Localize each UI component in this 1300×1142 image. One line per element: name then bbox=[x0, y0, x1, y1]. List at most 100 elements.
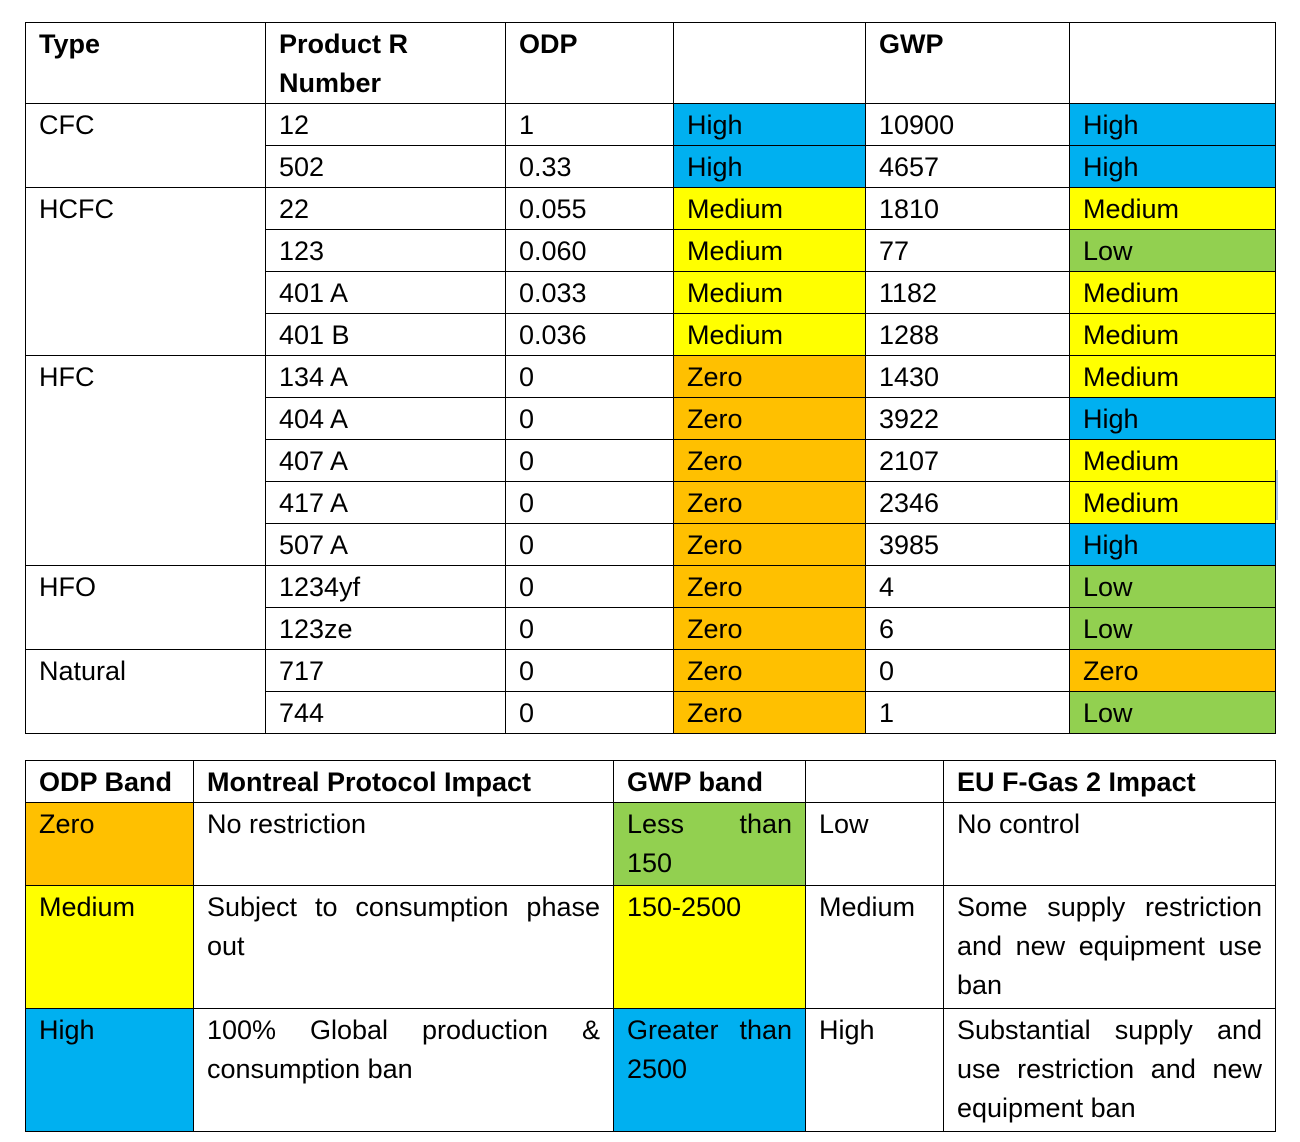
gwp-cell: 1288 bbox=[865, 313, 1070, 356]
gwp-cell: 10900 bbox=[865, 103, 1070, 146]
gwp-cell: 1430 bbox=[865, 355, 1070, 398]
legend-table: ODP Band Montreal Protocol Impact GWP ba… bbox=[25, 760, 1276, 1132]
odp-band-cell: Zero bbox=[673, 565, 866, 608]
gwp-band-cell: Medium bbox=[1069, 313, 1276, 356]
legend-header-row: ODP Band Montreal Protocol Impact GWP ba… bbox=[25, 760, 1276, 803]
legend-montreal-cell: Subject to consumption phase out bbox=[193, 885, 614, 1009]
legend-gwp-band-cell: 150-2500 bbox=[613, 885, 806, 1009]
legend-eu-cell: Substantial supply and use restriction a… bbox=[943, 1008, 1276, 1132]
odp-cell: 0 bbox=[505, 355, 674, 398]
product-cell: 507 A bbox=[265, 523, 506, 566]
type-cell bbox=[25, 397, 266, 440]
odp-cell: 0.055 bbox=[505, 187, 674, 230]
gwp-cell: 77 bbox=[865, 229, 1070, 272]
odp-cell: 0 bbox=[505, 397, 674, 440]
gwp-band-cell: Low bbox=[1069, 229, 1276, 272]
type-cell: Natural bbox=[25, 649, 266, 692]
legend-odp-band-cell: Zero bbox=[25, 802, 194, 886]
odp-band-cell: Zero bbox=[673, 481, 866, 524]
odp-cell: 0 bbox=[505, 691, 674, 734]
product-cell: 123ze bbox=[265, 607, 506, 650]
table-row: 123 0.060 Medium 77 Low bbox=[25, 229, 1276, 272]
type-cell bbox=[25, 271, 266, 314]
legend-header-gwp-band: GWP band bbox=[613, 760, 806, 803]
legend-level-cell: Medium bbox=[805, 885, 944, 1009]
type-cell bbox=[25, 313, 266, 356]
legend-level-cell: Low bbox=[805, 802, 944, 886]
gwp-cell: 1810 bbox=[865, 187, 1070, 230]
odp-band-cell: High bbox=[673, 103, 866, 146]
legend-eu-cell: No control bbox=[943, 802, 1276, 886]
gwp-band-cell: Zero bbox=[1069, 649, 1276, 692]
type-cell bbox=[25, 145, 266, 188]
odp-cell: 0.036 bbox=[505, 313, 674, 356]
odp-band-cell: Medium bbox=[673, 271, 866, 314]
type-cell: HFC bbox=[25, 355, 266, 398]
gwp-band-cell: Low bbox=[1069, 565, 1276, 608]
gwp-band-cell: High bbox=[1069, 103, 1276, 146]
legend-row: Medium Subject to consumption phase out 15… bbox=[25, 885, 1276, 1009]
table-row: CFC 12 1 High 10900 High bbox=[25, 103, 1276, 146]
odp-band-cell: Medium bbox=[673, 187, 866, 230]
gwp-cell: 1182 bbox=[865, 271, 1070, 314]
header-product: Product R Number bbox=[265, 22, 506, 104]
product-cell: 404 A bbox=[265, 397, 506, 440]
gwp-cell: 3922 bbox=[865, 397, 1070, 440]
type-cell bbox=[25, 523, 266, 566]
table-row: HFO 1234yf 0 Zero 4 Low bbox=[25, 565, 1276, 608]
product-cell: 22 bbox=[265, 187, 506, 230]
table-row: 502 0.33 High 4657 High bbox=[25, 145, 1276, 188]
header-type: Type bbox=[25, 22, 266, 104]
legend-gwp-band-cell: Less than 150 bbox=[613, 802, 806, 886]
header-odp: ODP bbox=[505, 22, 674, 104]
table-row: 123ze 0 Zero 6 Low bbox=[25, 607, 1276, 650]
gwp-band-cell: Low bbox=[1069, 691, 1276, 734]
odp-band-cell: Zero bbox=[673, 397, 866, 440]
odp-band-cell: Zero bbox=[673, 523, 866, 566]
header-gwp: GWP bbox=[865, 22, 1070, 104]
odp-cell: 1 bbox=[505, 103, 674, 146]
product-cell: 401 A bbox=[265, 271, 506, 314]
odp-cell: 0 bbox=[505, 565, 674, 608]
product-cell: 401 B bbox=[265, 313, 506, 356]
gwp-cell: 3985 bbox=[865, 523, 1070, 566]
product-cell: 12 bbox=[265, 103, 506, 146]
gwp-band-cell: Medium bbox=[1069, 481, 1276, 524]
gwp-band-cell: High bbox=[1069, 523, 1276, 566]
legend-header-level bbox=[805, 760, 944, 803]
table-row: 507 A 0 Zero 3985 High bbox=[25, 523, 1276, 566]
gwp-band-cell: High bbox=[1069, 397, 1276, 440]
gwp-cell: 4 bbox=[865, 565, 1070, 608]
odp-cell: 0.33 bbox=[505, 145, 674, 188]
product-cell: 717 bbox=[265, 649, 506, 692]
legend-montreal-cell: No restriction bbox=[193, 802, 614, 886]
gwp-band-cell: Medium bbox=[1069, 439, 1276, 482]
table-header-row: Type Product R Number ODP GWP bbox=[25, 22, 1276, 104]
odp-band-cell: Zero bbox=[673, 439, 866, 482]
odp-cell: 0.033 bbox=[505, 271, 674, 314]
product-cell: 744 bbox=[265, 691, 506, 734]
type-cell bbox=[25, 691, 266, 734]
header-odp-band bbox=[673, 22, 866, 104]
odp-band-cell: Zero bbox=[673, 691, 866, 734]
odp-cell: 0 bbox=[505, 439, 674, 482]
gwp-cell: 4657 bbox=[865, 145, 1070, 188]
header-gwp-band bbox=[1069, 22, 1276, 104]
table-row: 401 B 0.036 Medium 1288 Medium bbox=[25, 313, 1276, 356]
odp-cell: 0 bbox=[505, 607, 674, 650]
product-cell: 123 bbox=[265, 229, 506, 272]
gwp-cell: 1 bbox=[865, 691, 1070, 734]
type-cell: HCFC bbox=[25, 187, 266, 230]
table-row: 744 0 Zero 1 Low bbox=[25, 691, 1276, 734]
odp-cell: 0 bbox=[505, 523, 674, 566]
legend-eu-cell: Some supply restriction and new equipmen… bbox=[943, 885, 1276, 1009]
legend-odp-band-cell: High bbox=[25, 1008, 194, 1132]
odp-band-cell: Medium bbox=[673, 229, 866, 272]
legend-odp-band-cell: Medium bbox=[25, 885, 194, 1009]
product-cell: 1234yf bbox=[265, 565, 506, 608]
product-cell: 502 bbox=[265, 145, 506, 188]
legend-header-eu: EU F-Gas 2 Impact bbox=[943, 760, 1276, 803]
refrigerant-table: Type Product R Number ODP GWP CFC 12 1 Hig… bbox=[25, 22, 1276, 734]
type-cell bbox=[25, 439, 266, 482]
odp-cell: 0.060 bbox=[505, 229, 674, 272]
